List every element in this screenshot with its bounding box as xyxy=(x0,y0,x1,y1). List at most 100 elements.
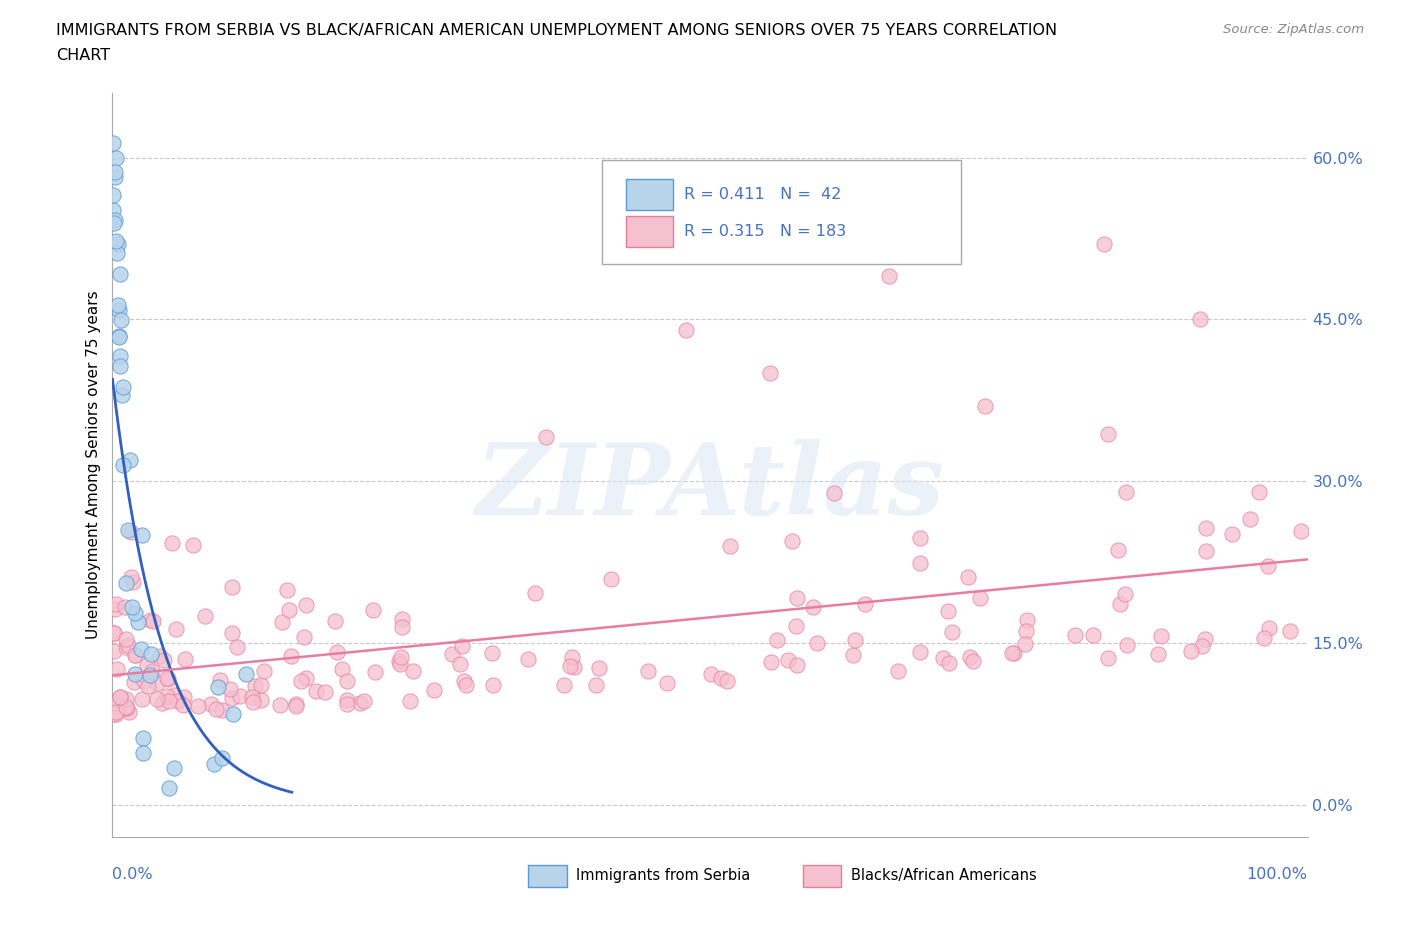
Point xyxy=(1195,543,1218,558)
Point xyxy=(111,388,134,403)
Point xyxy=(1017,612,1039,627)
Point xyxy=(105,706,128,721)
Point xyxy=(588,660,610,675)
Point xyxy=(132,730,155,745)
Point xyxy=(103,707,125,722)
Point xyxy=(107,298,129,312)
Point xyxy=(104,705,127,720)
Point xyxy=(1249,485,1271,499)
Point xyxy=(108,358,131,373)
Point xyxy=(782,534,804,549)
Point xyxy=(167,694,190,709)
Point xyxy=(1195,521,1218,536)
Point xyxy=(700,667,723,682)
Point xyxy=(323,614,346,629)
Point xyxy=(1253,631,1275,645)
Point xyxy=(295,671,318,685)
Point xyxy=(1107,542,1129,557)
Point xyxy=(285,697,308,711)
Point xyxy=(910,531,932,546)
Point xyxy=(149,648,172,663)
Point xyxy=(156,671,179,685)
Point xyxy=(103,625,125,640)
Point xyxy=(1258,620,1281,635)
Point xyxy=(250,693,273,708)
Point xyxy=(330,662,353,677)
Point xyxy=(160,536,183,551)
Point xyxy=(104,601,127,616)
Point xyxy=(103,696,125,711)
Point xyxy=(222,707,245,722)
Point xyxy=(165,621,187,636)
Point xyxy=(156,671,179,686)
Point xyxy=(1094,236,1116,251)
Point xyxy=(122,675,145,690)
Point xyxy=(103,644,125,658)
Point xyxy=(1239,512,1261,527)
Point xyxy=(423,683,446,698)
Point xyxy=(716,673,738,688)
Point xyxy=(823,485,845,500)
Point xyxy=(103,202,125,217)
Point xyxy=(129,642,152,657)
Point xyxy=(600,572,623,587)
Point xyxy=(908,644,931,659)
Point xyxy=(108,267,131,282)
Point xyxy=(115,631,138,646)
Point xyxy=(801,600,824,615)
Point xyxy=(786,658,808,672)
Point xyxy=(112,379,135,394)
Point xyxy=(104,213,127,228)
Point xyxy=(124,647,146,662)
Point xyxy=(103,216,125,231)
Point xyxy=(1278,624,1301,639)
Point xyxy=(936,604,959,618)
Point xyxy=(388,654,411,669)
Point xyxy=(146,691,169,706)
Text: Source: ZipAtlas.com: Source: ZipAtlas.com xyxy=(1223,23,1364,36)
Point xyxy=(127,615,149,630)
Point xyxy=(131,691,153,706)
Point xyxy=(806,636,828,651)
Point xyxy=(553,677,575,692)
FancyBboxPatch shape xyxy=(627,216,673,247)
Point xyxy=(221,626,243,641)
Point xyxy=(1014,636,1036,651)
Point xyxy=(115,700,138,715)
Point xyxy=(295,597,318,612)
Point xyxy=(440,646,463,661)
Point xyxy=(150,696,173,711)
Point xyxy=(108,329,131,344)
Point xyxy=(172,698,194,712)
Point xyxy=(104,233,127,248)
Point xyxy=(336,673,359,688)
Point xyxy=(1289,524,1312,538)
Point xyxy=(361,603,384,618)
Point xyxy=(112,458,135,472)
Point xyxy=(243,679,266,694)
Point xyxy=(114,600,136,615)
Point xyxy=(108,302,131,317)
Text: R = 0.411   N =  42: R = 0.411 N = 42 xyxy=(683,187,841,202)
Point xyxy=(765,632,787,647)
Text: ZIPAtlas: ZIPAtlas xyxy=(475,439,945,536)
Point xyxy=(1114,586,1136,601)
Point xyxy=(114,576,136,591)
Point xyxy=(146,675,169,690)
Point xyxy=(562,659,585,674)
Point xyxy=(242,695,264,710)
Point xyxy=(124,648,146,663)
Text: Immigrants from Serbia: Immigrants from Serbia xyxy=(576,869,751,883)
Point xyxy=(173,689,195,704)
Point xyxy=(1115,485,1137,499)
Point xyxy=(1015,624,1038,639)
Point xyxy=(276,582,298,597)
Point xyxy=(120,569,142,584)
Point xyxy=(202,757,225,772)
Point xyxy=(269,698,291,712)
Point xyxy=(456,678,478,693)
Point xyxy=(141,663,163,678)
Point xyxy=(139,647,162,662)
Point xyxy=(364,665,387,680)
Point xyxy=(305,684,328,698)
